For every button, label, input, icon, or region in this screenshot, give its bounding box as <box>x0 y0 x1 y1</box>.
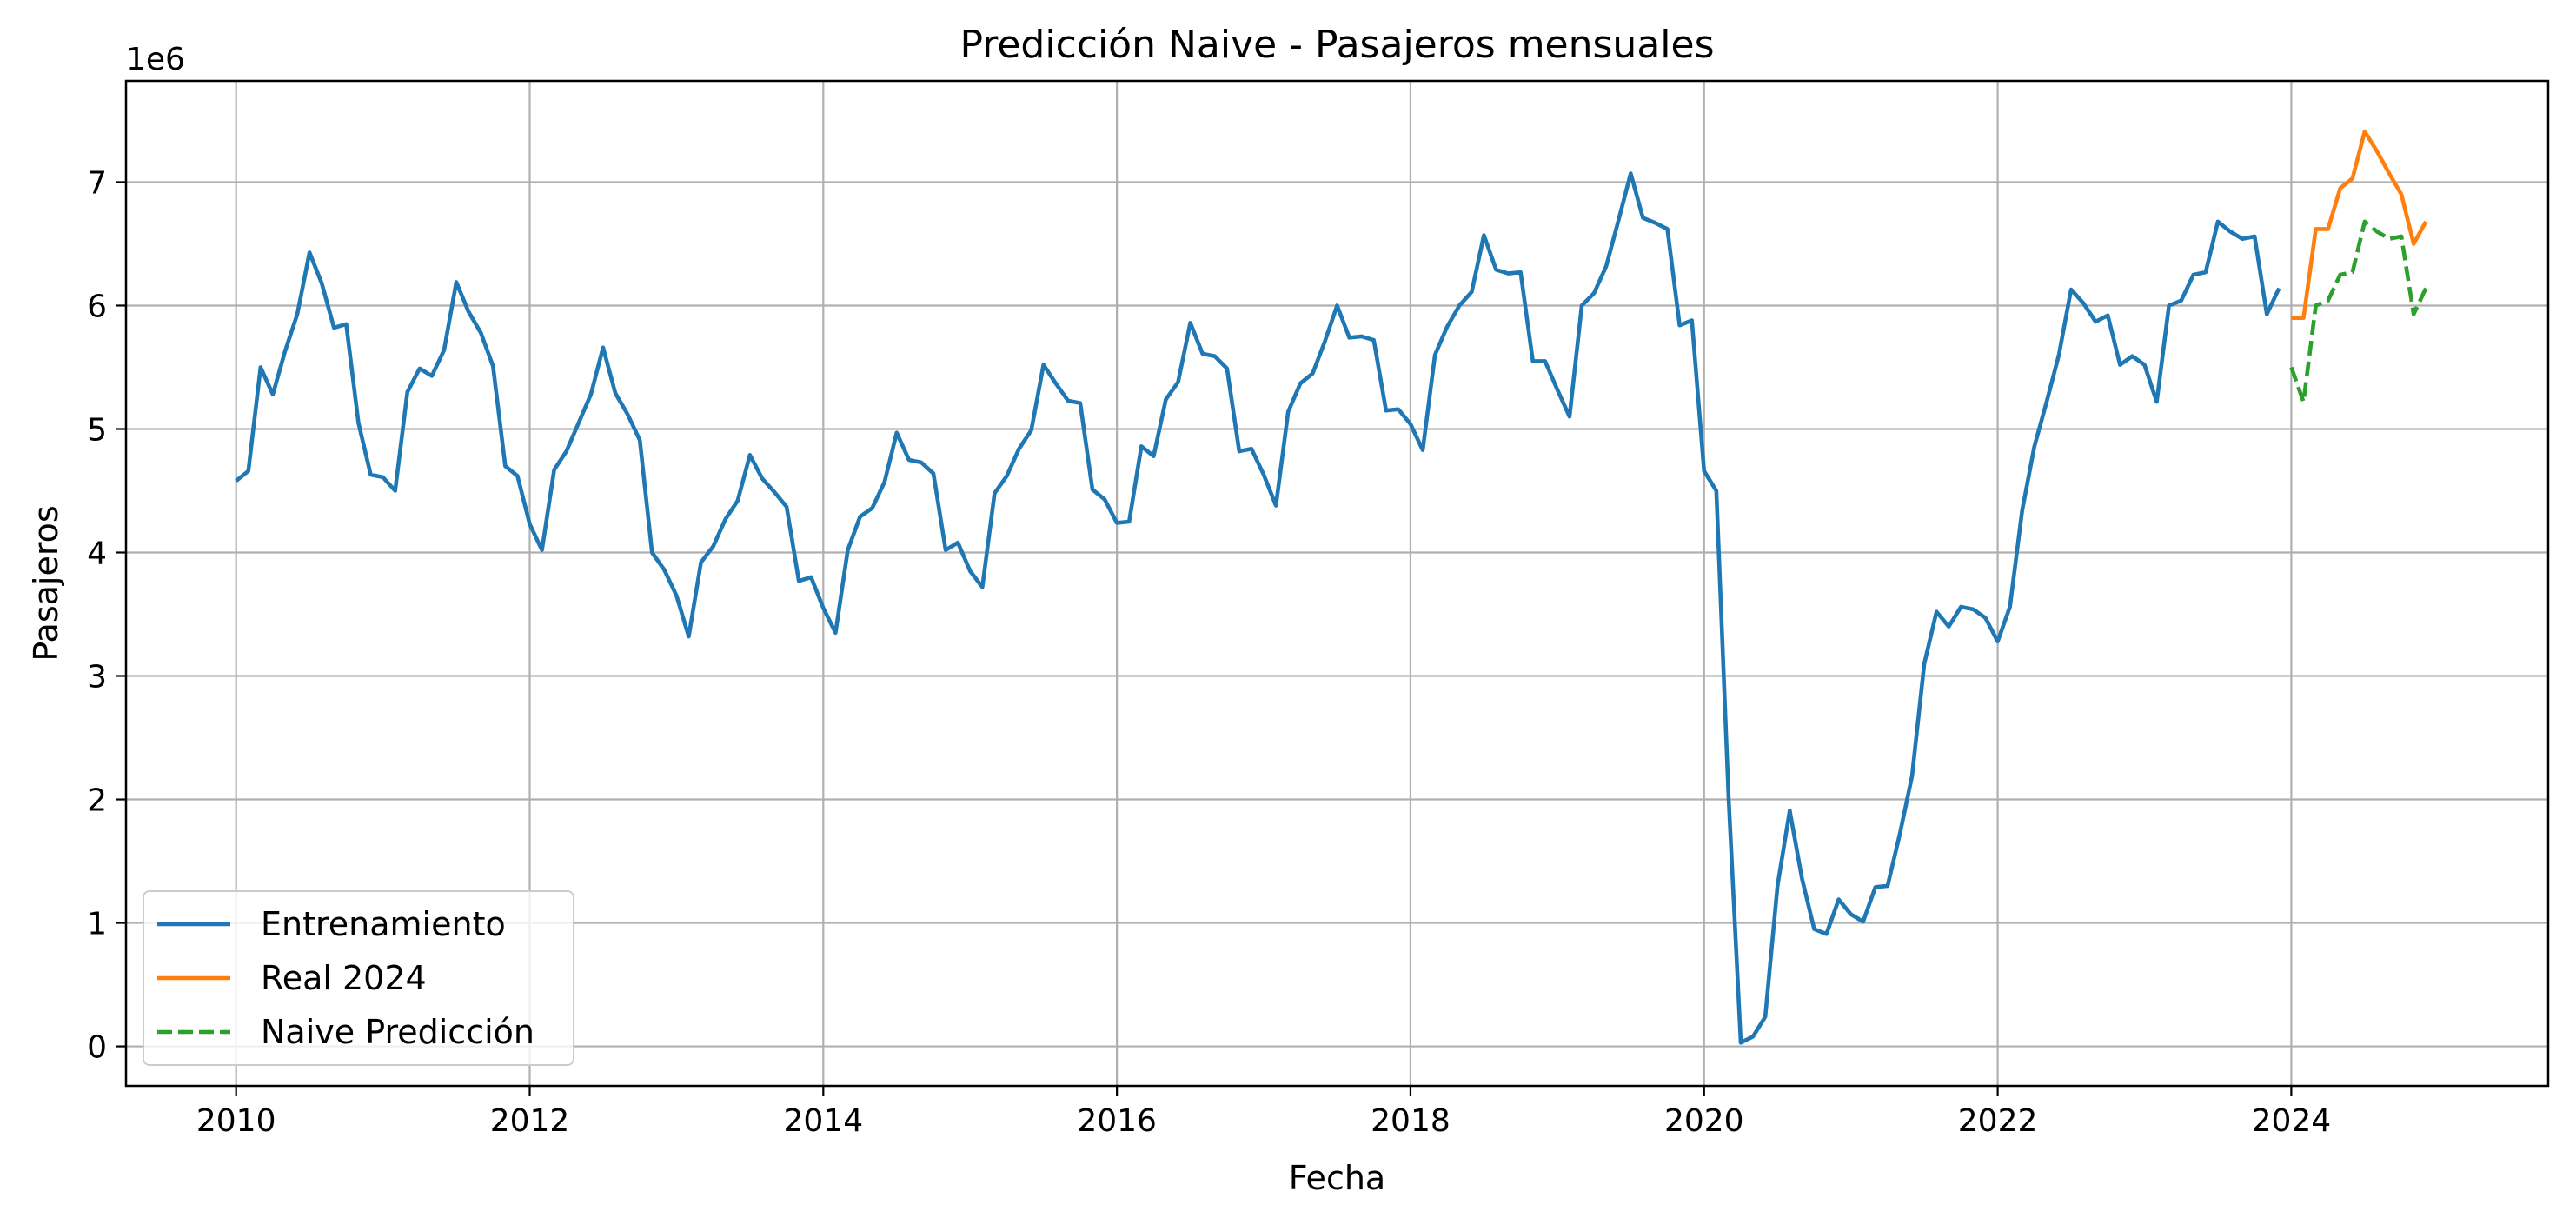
plot-frame <box>124 79 2550 1088</box>
legend: Entrenamiento Real 2024 Naive Predicción <box>143 890 574 1066</box>
legend-label-real-2024: Real 2024 <box>261 959 427 997</box>
x-tick-label: 2022 <box>1958 1103 2038 1139</box>
series-line-naive-prediccion <box>2289 219 2428 404</box>
x-tick-label: 2016 <box>1077 1103 1157 1139</box>
y-tick-label: 1 <box>87 907 107 942</box>
x-axis-label: Fecha <box>1289 1159 1385 1197</box>
y-tick-label: 2 <box>87 783 107 819</box>
y-axis-label: Pasajeros <box>27 505 65 661</box>
y-tick-label: 3 <box>87 660 107 696</box>
chart-title: Predicción Naive - Pasajeros mensuales <box>959 23 1714 67</box>
x-tick-label: 2012 <box>490 1103 570 1139</box>
x-tick-label: 2018 <box>1371 1103 1451 1139</box>
x-tick-label: 2024 <box>2252 1103 2332 1139</box>
legend-label-naive-prediccion: Naive Predicción <box>261 1013 534 1051</box>
legend-box <box>143 890 574 1066</box>
y-axis-offset-label: 1e6 <box>126 42 185 77</box>
x-tick-label: 2014 <box>784 1103 864 1139</box>
x-tick-label: 2020 <box>1664 1103 1744 1139</box>
series-layer <box>235 129 2428 1045</box>
y-tick-label: 4 <box>87 536 107 571</box>
y-tick-label: 5 <box>87 412 107 448</box>
legend-label-entrenamiento: Entrenamiento <box>261 905 506 943</box>
x-tick-label: 2010 <box>196 1103 276 1139</box>
y-tick-label: 7 <box>87 165 107 201</box>
y-tick-label: 0 <box>87 1030 107 1066</box>
series-line-entrenamiento <box>235 171 2281 1045</box>
series-line-real-2024 <box>2291 129 2428 320</box>
axis-ticks: 2010 2012 2014 2016 2018 2020 2022 2024 0 1 2 3 4 5 6 7 <box>87 165 2331 1139</box>
y-tick-label: 6 <box>87 289 107 324</box>
